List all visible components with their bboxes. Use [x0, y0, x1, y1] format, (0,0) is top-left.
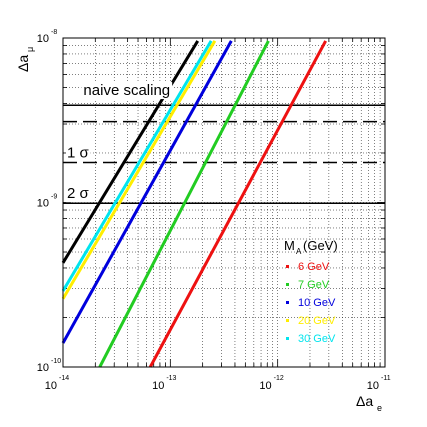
x-tick-exponent: -13 — [166, 375, 176, 382]
reference-line-label: 1 σ — [67, 145, 90, 162]
plot-frame — [62, 37, 386, 368]
y-tick-base: 10 — [37, 362, 49, 374]
label-backdrop — [66, 185, 91, 203]
x-tick-exponent: -12 — [274, 375, 284, 382]
series-line — [98, 40, 270, 368]
annotation-backdrop — [81, 82, 173, 100]
y-tick-label: 10-8 — [37, 29, 58, 45]
legend-entry: 30 GeV — [286, 333, 336, 345]
legend-label: 30 GeV — [298, 333, 336, 345]
legend-entry: 6 GeV — [286, 261, 330, 273]
series-line — [61, 40, 213, 292]
series-line — [61, 40, 217, 300]
legend-title: M — [284, 238, 295, 253]
y-axis-label: Δa μ — [15, 47, 35, 72]
annotations: naive scaling — [81, 82, 173, 100]
x-tick-exponent: -14 — [59, 375, 69, 382]
x-tick-label: 10-14 — [45, 375, 69, 392]
y-tick-label: 10-10 — [37, 358, 61, 374]
y-tick-base: 10 — [37, 33, 49, 45]
reference-line-label: 2 σ — [67, 185, 90, 202]
y-tick-exponent: -8 — [51, 29, 57, 36]
series-line — [61, 40, 200, 264]
legend-label: 10 GeV — [298, 297, 336, 309]
series-line — [61, 40, 233, 344]
legend-title-unit: (GeV) — [303, 238, 338, 253]
x-tick-base: 10 — [45, 380, 57, 392]
x-axis-label-sub: e — [377, 403, 382, 413]
legend-label: 20 GeV — [298, 315, 336, 327]
legend-marker — [286, 337, 289, 340]
y-axis-label-main: Δa — [15, 55, 31, 72]
legend-marker — [286, 265, 289, 268]
series-lines — [61, 40, 327, 368]
legend-entry: 20 GeV — [286, 315, 336, 327]
series-line — [148, 40, 327, 368]
x-tick-base: 10 — [259, 380, 271, 392]
x-tick-base: 10 — [367, 380, 379, 392]
y-tick-base: 10 — [37, 198, 49, 210]
legend-label: 6 GeV — [298, 261, 330, 273]
legend-title-sub: A — [296, 247, 302, 256]
x-tick-label: 10-12 — [259, 375, 283, 392]
legend-entry: 10 GeV — [286, 297, 336, 309]
y-axis-label-sub: μ — [25, 47, 35, 52]
legend: M A (GeV) 6 GeV 7 GeV 10 GeV 20 GeV 30 GeV — [284, 238, 338, 345]
legend-label: 7 GeV — [298, 279, 330, 291]
legend-marker — [286, 283, 289, 286]
legend-marker — [286, 301, 289, 304]
x-axis-label: Δa — [356, 393, 373, 409]
label-backdrop — [66, 144, 91, 162]
legend-entry: 7 GeV — [286, 279, 330, 291]
x-tick-label: 10-11 — [367, 375, 391, 392]
annotation-text: naive scaling — [83, 82, 170, 99]
x-tick-exponent: -11 — [381, 375, 391, 382]
legend-marker — [286, 319, 289, 322]
y-tick-exponent: -9 — [51, 194, 57, 201]
horizontal-lines: 1 σ 2 σ — [63, 104, 385, 204]
x-tick-label: 10-13 — [152, 375, 176, 392]
y-tick-label: 10-9 — [37, 194, 58, 210]
x-tick-base: 10 — [152, 380, 164, 392]
y-tick-exponent: -10 — [51, 358, 61, 365]
